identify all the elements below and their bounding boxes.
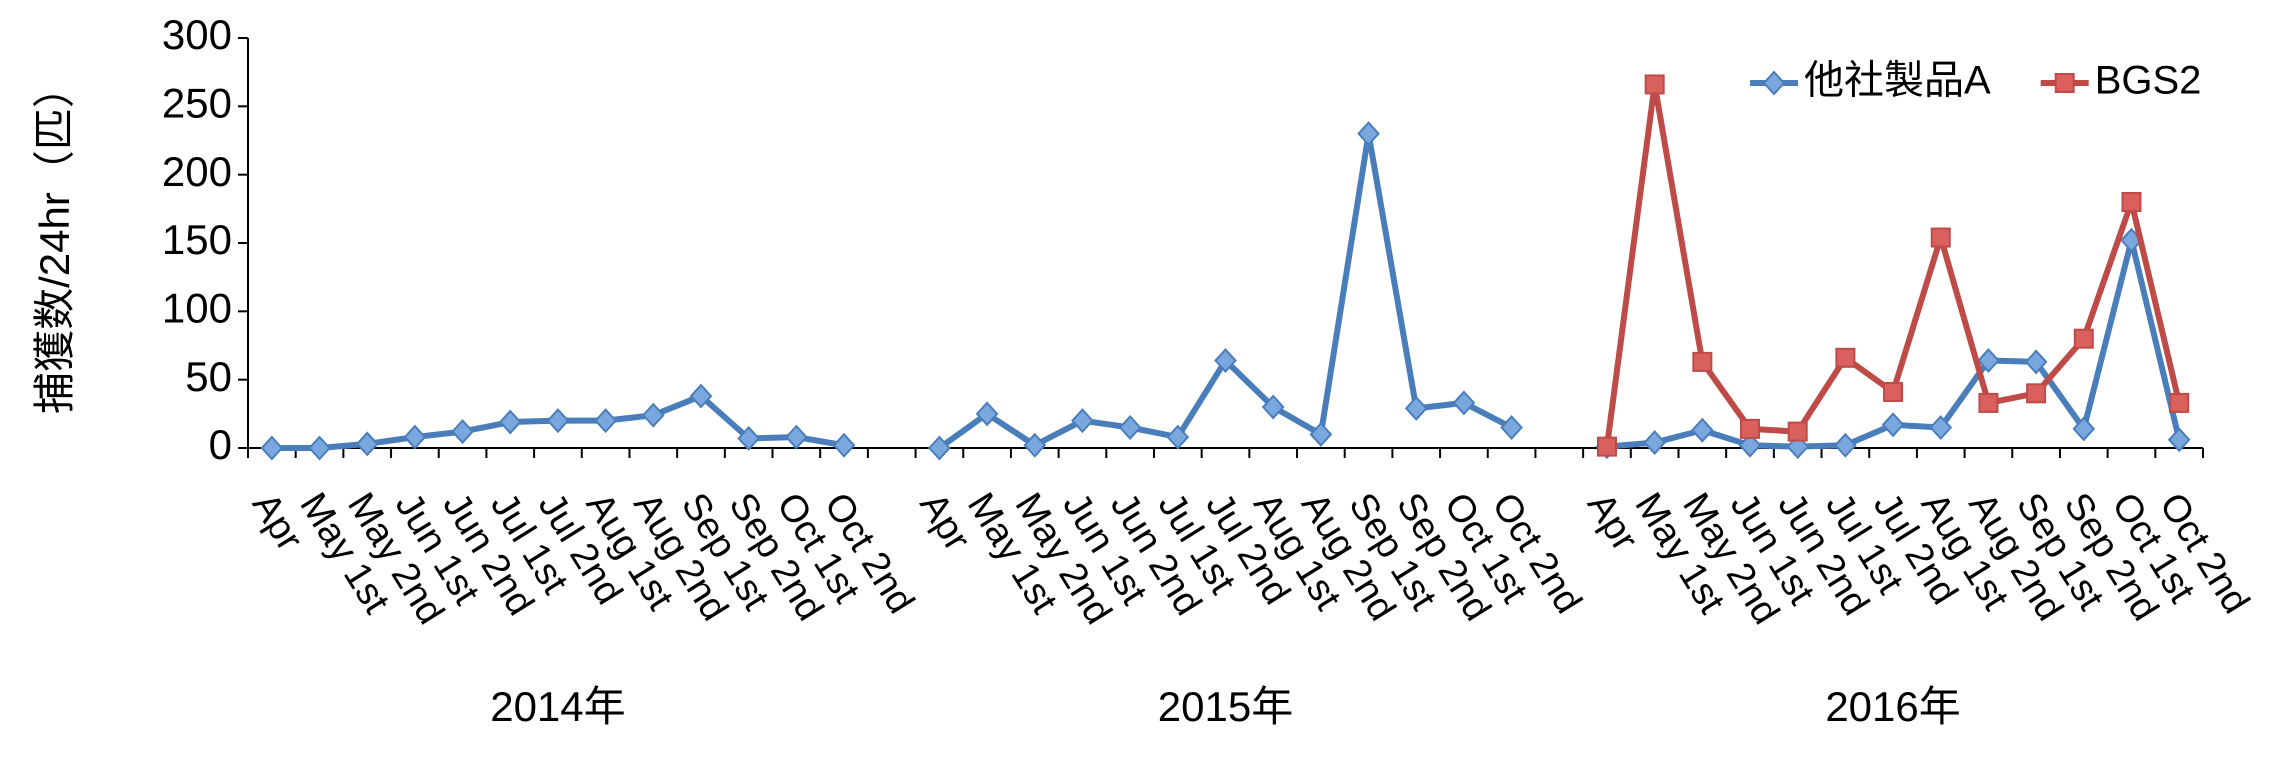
marker (2026, 383, 2047, 404)
y-axis-title: 捕獲数/24hr（匹） (31, 66, 78, 414)
marker (594, 408, 617, 434)
group-label: 2014年 (490, 683, 625, 730)
marker (1978, 392, 1999, 413)
marker (975, 401, 999, 427)
marker (1834, 432, 1857, 458)
marker (546, 408, 570, 434)
marker (1309, 421, 1333, 447)
marker (1644, 74, 1665, 95)
marker (2121, 192, 2142, 212)
marker (308, 435, 331, 461)
marker (737, 425, 761, 451)
marker (1835, 347, 1856, 368)
marker (1071, 408, 1094, 434)
marker (1740, 418, 1761, 439)
y-tick-label: 250 (162, 79, 232, 126)
y-tick-label: 100 (162, 284, 232, 331)
marker (451, 419, 474, 445)
y-tick-label: 150 (162, 216, 232, 263)
marker (1738, 432, 1762, 458)
marker (832, 432, 856, 458)
marker (2073, 328, 2094, 349)
marker (1883, 381, 1904, 402)
y-tick-label: 200 (162, 148, 232, 195)
marker (1404, 395, 1428, 421)
marker (1690, 417, 1714, 443)
marker (928, 435, 951, 461)
legend-marker (1762, 70, 1786, 96)
marker (1023, 432, 1047, 458)
marker (1929, 415, 1953, 440)
legend-marker (2054, 73, 2075, 93)
marker (1261, 394, 1285, 420)
marker (1787, 421, 1808, 442)
y-tick-label: 300 (162, 11, 232, 58)
marker (1166, 424, 1190, 450)
marker (1118, 415, 1142, 440)
marker (2072, 416, 2096, 442)
legend-label: 他社製品A (1804, 59, 1991, 103)
marker (1500, 415, 1523, 440)
marker (1692, 351, 1713, 372)
marker (498, 409, 522, 435)
marker (403, 424, 427, 450)
marker (1881, 412, 1905, 438)
marker (1643, 430, 1667, 456)
marker (1596, 436, 1617, 457)
legend-label: BGS2 (2095, 59, 2202, 103)
group-label: 2016年 (1825, 683, 1960, 730)
marker (1214, 348, 1237, 374)
marker (1452, 390, 1476, 416)
group-label: 2015年 (1158, 683, 1293, 730)
marker (355, 431, 379, 457)
marker (2024, 349, 2048, 375)
marker (2167, 427, 2191, 453)
marker (1930, 227, 1951, 248)
marker (260, 435, 284, 461)
marker (1977, 348, 2000, 374)
marker (785, 424, 808, 450)
y-tick-label: 50 (185, 353, 232, 400)
marker (689, 383, 713, 409)
marker (2169, 392, 2190, 413)
marker (641, 402, 665, 428)
y-tick-label: 0 (209, 421, 232, 468)
marker (1357, 121, 1380, 147)
